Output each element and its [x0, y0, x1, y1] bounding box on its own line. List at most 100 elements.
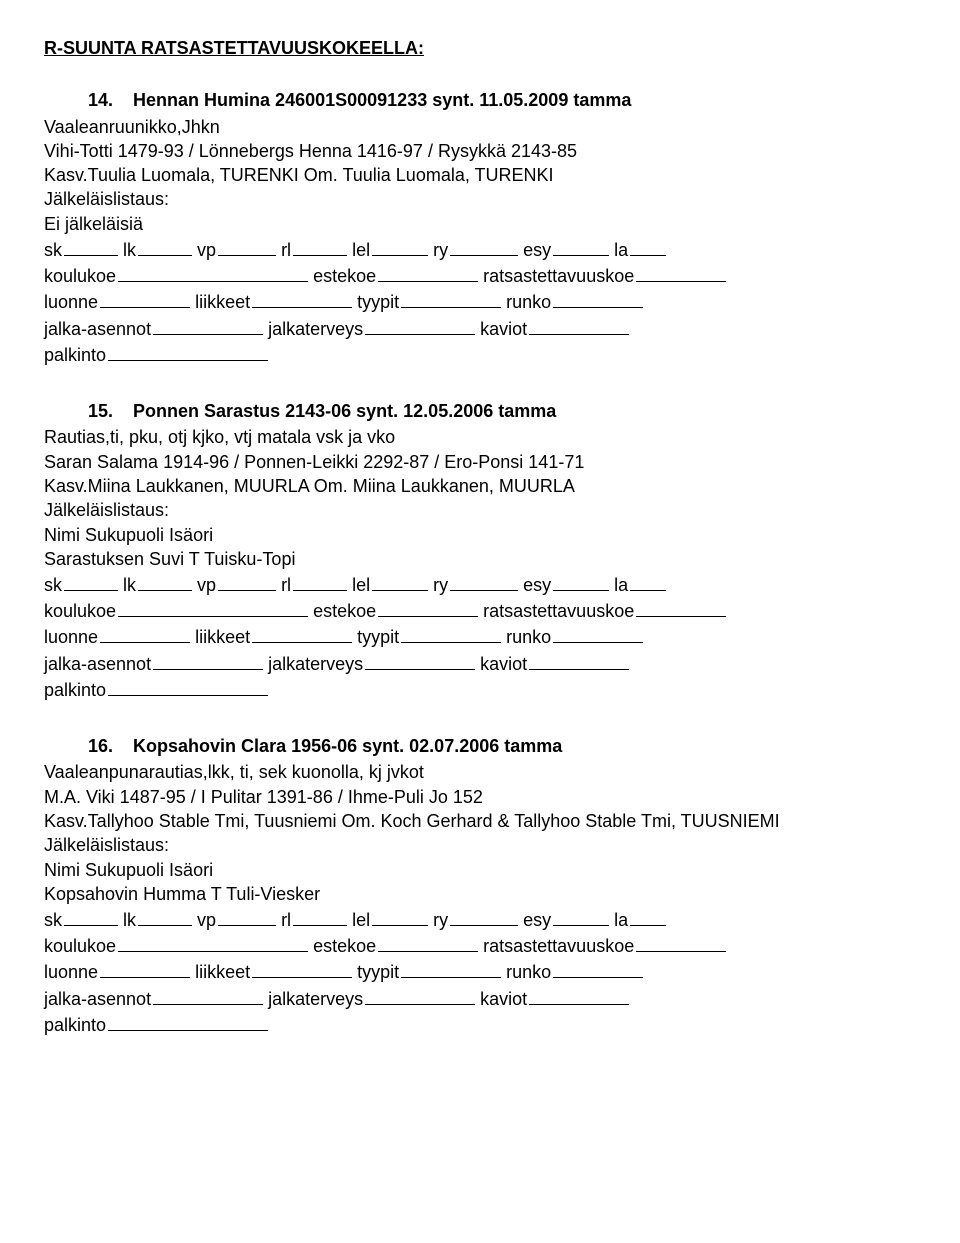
form-row-3: luonne liikkeet tyypit runko: [44, 623, 916, 649]
label-koulukoe: koulukoe: [44, 264, 116, 288]
entry-number: 14.: [88, 90, 113, 110]
offspring-row: Kopsahovin Humma T Tuli-Viesker: [44, 882, 916, 906]
label-liikkeet: liikkeet: [195, 625, 250, 649]
label-palkinto: palkinto: [44, 1013, 106, 1037]
label-estekoe: estekoe: [313, 264, 376, 288]
label-runko: runko: [506, 625, 551, 649]
form-row-1: sk lk vp rl lel ry esy la: [44, 906, 916, 932]
label-palkinto: palkinto: [44, 343, 106, 367]
label-palkinto: palkinto: [44, 678, 106, 702]
form-row-1: sk lk vp rl lel ry esy la: [44, 236, 916, 262]
entry-pedigree: M.A. Viki 1487-95 / I Pulitar 1391-86 / …: [44, 785, 916, 809]
label-luonne: luonne: [44, 625, 98, 649]
entry-heading: 14. Hennan Humina 246001S00091233 synt. …: [44, 88, 916, 112]
offspring-header: Nimi Sukupuoli Isäori: [44, 523, 916, 547]
no-offspring: Ei jälkeläisiä: [44, 212, 916, 236]
label-jalkaterveys: jalkaterveys: [268, 987, 363, 1011]
label-la: la: [614, 908, 628, 932]
form-row-5: palkinto: [44, 1011, 916, 1037]
offspring-header: Nimi Sukupuoli Isäori: [44, 858, 916, 882]
label-esy: esy: [523, 908, 551, 932]
form-row-1: sk lk vp rl lel ry esy la: [44, 571, 916, 597]
offspring-row: Sarastuksen Suvi T Tuisku-Topi: [44, 547, 916, 571]
entry-desc: Vaaleanpunarautias,lkk, ti, sek kuonolla…: [44, 760, 916, 784]
label-koulukoe: koulukoe: [44, 599, 116, 623]
form-row-3: luonne liikkeet tyypit runko: [44, 288, 916, 314]
entry-desc: Vaaleanruunikko,Jhkn: [44, 115, 916, 139]
label-ratsastettavuuskoe: ratsastettavuuskoe: [483, 934, 634, 958]
entry-kasv: Kasv.Miina Laukkanen, MUURLA Om. Miina L…: [44, 474, 916, 498]
label-jalkaterveys: jalkaterveys: [268, 652, 363, 676]
form-row-5: palkinto: [44, 341, 916, 367]
label-ry: ry: [433, 573, 448, 597]
label-tyypit: tyypit: [357, 960, 399, 984]
label-liikkeet: liikkeet: [195, 290, 250, 314]
label-kaviot: kaviot: [480, 652, 527, 676]
label-ry: ry: [433, 238, 448, 262]
entry-desc: Rautias,ti, pku, otj kjko, vtj matala vs…: [44, 425, 916, 449]
label-lk: lk: [123, 908, 136, 932]
label-lk: lk: [123, 573, 136, 597]
label-estekoe: estekoe: [313, 599, 376, 623]
entry: 16. Kopsahovin Clara 1956-06 synt. 02.07…: [44, 734, 916, 1037]
label-ratsastettavuuskoe: ratsastettavuuskoe: [483, 599, 634, 623]
label-lel: lel: [352, 908, 370, 932]
label-tyypit: tyypit: [357, 290, 399, 314]
form-row-2: koulukoe estekoe ratsastettavuuskoe: [44, 262, 916, 288]
label-jalka-asennot: jalka-asennot: [44, 652, 151, 676]
label-runko: runko: [506, 960, 551, 984]
label-la: la: [614, 573, 628, 597]
label-liikkeet: liikkeet: [195, 960, 250, 984]
form-row-2: koulukoe estekoe ratsastettavuuskoe: [44, 932, 916, 958]
label-sk: sk: [44, 573, 62, 597]
label-jalka-asennot: jalka-asennot: [44, 987, 151, 1011]
label-lel: lel: [352, 573, 370, 597]
jalkelaislistaus-label: Jälkeläislistaus:: [44, 187, 916, 211]
label-sk: sk: [44, 238, 62, 262]
label-kaviot: kaviot: [480, 987, 527, 1011]
entry-pedigree: Vihi-Totti 1479-93 / Lönnebergs Henna 14…: [44, 139, 916, 163]
entries-container: 14. Hennan Humina 246001S00091233 synt. …: [44, 88, 916, 1037]
entry-kasv: Kasv.Tuulia Luomala, TURENKI Om. Tuulia …: [44, 163, 916, 187]
entry-name: Hennan Humina 246001S00091233 synt. 11.0…: [133, 90, 631, 110]
label-ry: ry: [433, 908, 448, 932]
label-jalkaterveys: jalkaterveys: [268, 317, 363, 341]
label-sk: sk: [44, 908, 62, 932]
form-row-4: jalka-asennot jalkaterveys kaviot: [44, 650, 916, 676]
entry: 15. Ponnen Sarastus 2143-06 synt. 12.05.…: [44, 399, 916, 702]
label-lk: lk: [123, 238, 136, 262]
entry-name: Ponnen Sarastus 2143-06 synt. 12.05.2006…: [133, 401, 556, 421]
label-kaviot: kaviot: [480, 317, 527, 341]
entry-pedigree: Saran Salama 1914-96 / Ponnen-Leikki 229…: [44, 450, 916, 474]
label-vp: vp: [197, 908, 216, 932]
section-title: R-SUUNTA RATSASTETTAVUUSKOKEELLA:: [44, 36, 916, 60]
jalkelaislistaus-label: Jälkeläislistaus:: [44, 498, 916, 522]
entry-name: Kopsahovin Clara 1956-06 synt. 02.07.200…: [133, 736, 562, 756]
form-row-3: luonne liikkeet tyypit runko: [44, 958, 916, 984]
label-koulukoe: koulukoe: [44, 934, 116, 958]
label-tyypit: tyypit: [357, 625, 399, 649]
label-esy: esy: [523, 238, 551, 262]
label-esy: esy: [523, 573, 551, 597]
label-rl: rl: [281, 573, 291, 597]
label-jalka-asennot: jalka-asennot: [44, 317, 151, 341]
form-row-2: koulukoe estekoe ratsastettavuuskoe: [44, 597, 916, 623]
entry: 14. Hennan Humina 246001S00091233 synt. …: [44, 88, 916, 367]
label-lel: lel: [352, 238, 370, 262]
entry-heading: 15. Ponnen Sarastus 2143-06 synt. 12.05.…: [44, 399, 916, 423]
form-row-4: jalka-asennot jalkaterveys kaviot: [44, 985, 916, 1011]
entry-heading: 16. Kopsahovin Clara 1956-06 synt. 02.07…: [44, 734, 916, 758]
jalkelaislistaus-label: Jälkeläislistaus:: [44, 833, 916, 857]
label-rl: rl: [281, 238, 291, 262]
label-ratsastettavuuskoe: ratsastettavuuskoe: [483, 264, 634, 288]
entry-number: 15.: [88, 401, 113, 421]
entry-number: 16.: [88, 736, 113, 756]
label-estekoe: estekoe: [313, 934, 376, 958]
label-runko: runko: [506, 290, 551, 314]
label-la: la: [614, 238, 628, 262]
entry-kasv: Kasv.Tallyhoo Stable Tmi, Tuusniemi Om. …: [44, 809, 916, 833]
label-vp: vp: [197, 573, 216, 597]
form-row-4: jalka-asennot jalkaterveys kaviot: [44, 315, 916, 341]
form-row-5: palkinto: [44, 676, 916, 702]
label-vp: vp: [197, 238, 216, 262]
